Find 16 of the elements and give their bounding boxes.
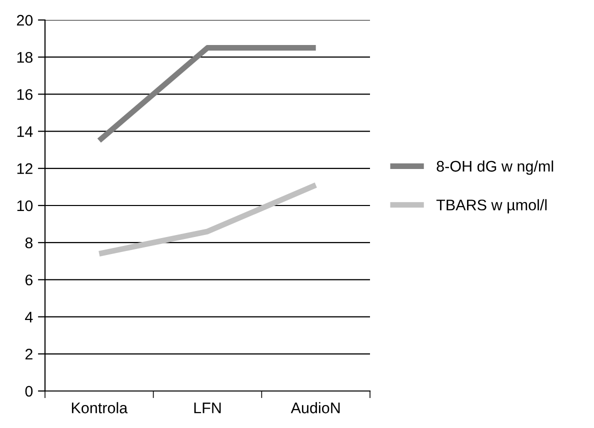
y-tick-label: 14 (17, 126, 33, 137)
y-tick-label: 0 (25, 386, 33, 397)
y-tick-label: 8 (25, 237, 33, 248)
x-tick-label: Kontrola (72, 402, 128, 414)
x-tick-label: LFN (194, 402, 221, 414)
y-tick-label: 6 (25, 274, 33, 286)
y-tick-label: 20 (16, 14, 33, 26)
x-tick-label: AudioN (290, 402, 340, 414)
y-tick-label: 16 (17, 89, 33, 100)
legend-label: 8-OH dG w ng/ml (436, 160, 554, 175)
y-tick-label: 18 (17, 52, 33, 63)
y-tick-label: 4 (25, 312, 33, 322)
y-tick-label: 2 (25, 348, 32, 360)
legend-label: TBARS w µmol/l (436, 199, 547, 214)
y-tick-label: 12 (17, 163, 32, 174)
y-tick-label: 10 (17, 200, 33, 212)
